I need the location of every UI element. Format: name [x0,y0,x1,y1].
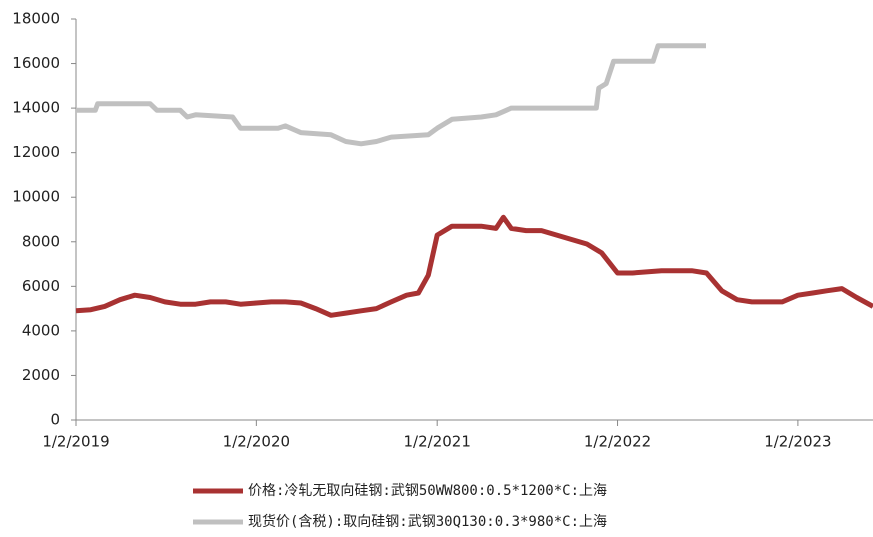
y-tick-label: 18000 [12,10,60,28]
x-tick-label: 1/2/2019 [42,433,109,451]
y-tick-label: 2000 [22,366,60,384]
legend-label: 价格:冷轧无取向硅钢:武钢50WW800:0.5*1200*C:上海 [248,483,607,499]
y-tick-label: 6000 [22,277,60,295]
y-tick-label: 0 [50,411,60,429]
legend-label: 现货价(含税):取向硅钢:武钢30Q130:0.3*980*C:上海 [248,513,607,530]
y-tick-label: 12000 [12,143,60,161]
y-tick-label: 14000 [12,99,60,117]
x-tick-label: 1/2/2023 [764,433,831,451]
series-line [75,214,873,318]
y-tick-label: 8000 [22,232,60,250]
series-line [76,43,706,147]
y-tick-label: 16000 [12,54,60,72]
x-tick-label: 1/2/2022 [584,433,651,451]
x-tick-label: 1/2/2021 [404,433,471,451]
y-tick-label: 4000 [22,321,60,339]
x-tick-label: 1/2/2020 [223,433,290,451]
y-tick-label: 10000 [12,188,60,206]
